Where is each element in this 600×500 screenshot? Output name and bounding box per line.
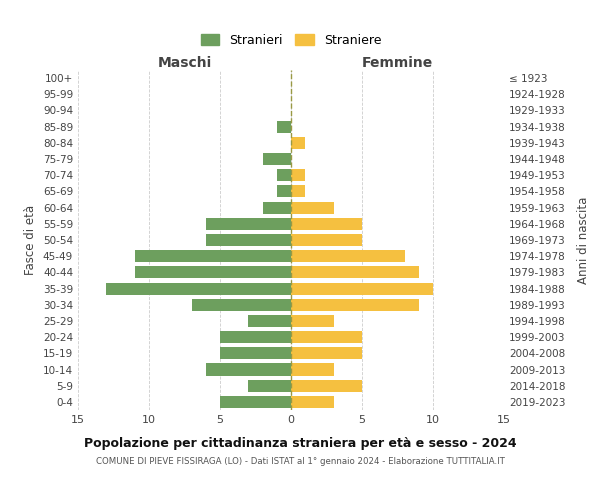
Bar bbox=[291, 137, 305, 149]
Bar bbox=[291, 282, 433, 294]
Bar bbox=[291, 331, 362, 343]
Bar bbox=[291, 315, 334, 327]
Bar bbox=[291, 202, 334, 213]
Bar bbox=[277, 120, 291, 132]
Bar bbox=[206, 234, 291, 246]
Bar bbox=[206, 364, 291, 376]
Bar bbox=[220, 348, 291, 360]
Bar bbox=[106, 282, 291, 294]
Text: Maschi: Maschi bbox=[157, 56, 212, 70]
Bar bbox=[135, 250, 291, 262]
Bar bbox=[291, 234, 362, 246]
Bar bbox=[191, 298, 291, 311]
Bar bbox=[291, 396, 334, 408]
Bar bbox=[291, 169, 305, 181]
Bar bbox=[291, 298, 419, 311]
Bar bbox=[220, 331, 291, 343]
Text: COMUNE DI PIEVE FISSIRAGA (LO) - Dati ISTAT al 1° gennaio 2024 - Elaborazione TU: COMUNE DI PIEVE FISSIRAGA (LO) - Dati IS… bbox=[95, 458, 505, 466]
Bar bbox=[248, 380, 291, 392]
Y-axis label: Anni di nascita: Anni di nascita bbox=[577, 196, 590, 284]
Legend: Stranieri, Straniere: Stranieri, Straniere bbox=[196, 28, 386, 52]
Bar bbox=[220, 396, 291, 408]
Bar bbox=[277, 169, 291, 181]
Bar bbox=[206, 218, 291, 230]
Bar bbox=[263, 153, 291, 165]
Bar bbox=[277, 186, 291, 198]
Bar bbox=[291, 250, 404, 262]
Bar bbox=[263, 202, 291, 213]
Y-axis label: Fasce di età: Fasce di età bbox=[25, 205, 37, 275]
Bar bbox=[291, 266, 419, 278]
Bar bbox=[291, 218, 362, 230]
Bar bbox=[248, 315, 291, 327]
Bar bbox=[135, 266, 291, 278]
Bar bbox=[291, 186, 305, 198]
Text: Popolazione per cittadinanza straniera per età e sesso - 2024: Popolazione per cittadinanza straniera p… bbox=[83, 438, 517, 450]
Bar bbox=[291, 364, 334, 376]
Text: Femmine: Femmine bbox=[362, 56, 433, 70]
Bar bbox=[291, 380, 362, 392]
Bar bbox=[291, 348, 362, 360]
